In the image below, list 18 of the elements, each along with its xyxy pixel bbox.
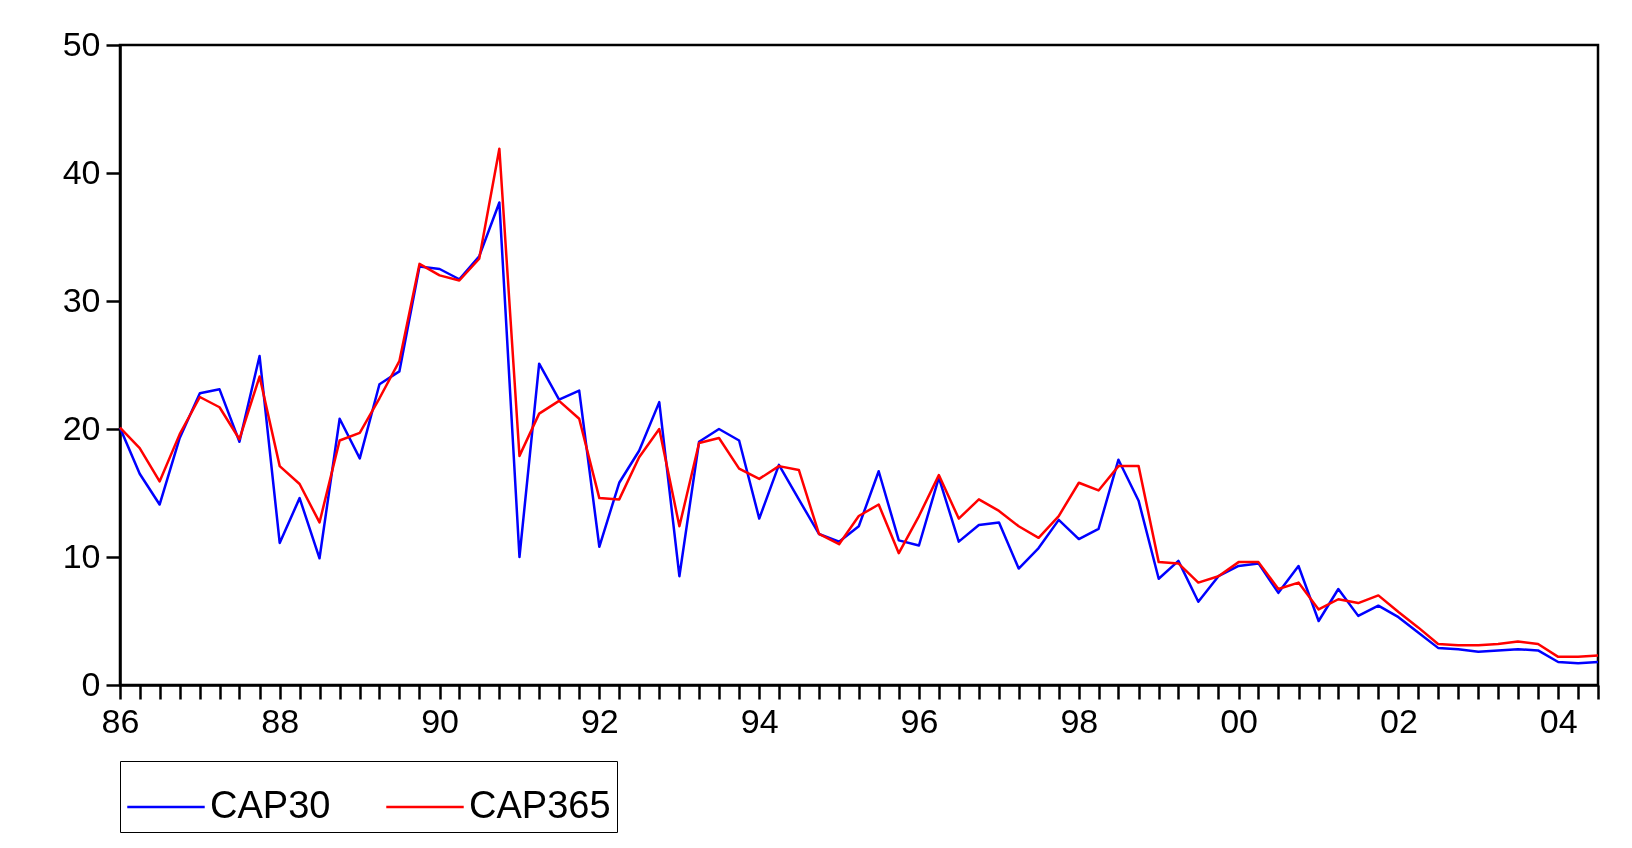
y-tick-label: 20 [62,408,101,447]
x-tick-label: 88 [261,701,300,740]
legend-label: CAP365 [469,784,611,826]
x-tick-label: 98 [1060,701,1099,740]
y-tick-label: 50 [62,24,101,63]
x-tick-label: 02 [1380,701,1418,740]
y-tick-label: 40 [62,152,101,191]
x-tick-label: 86 [101,701,140,740]
x-tick-label: 94 [740,701,779,740]
x-tick-label: 90 [421,701,460,740]
legend-label: CAP30 [210,784,331,826]
x-tick-label: 00 [1220,701,1258,740]
y-tick-label: 30 [62,280,101,319]
y-tick-label: 0 [81,664,101,703]
y-tick-label: 10 [62,536,101,575]
x-tick-label: 96 [900,701,939,740]
x-tick-label: 04 [1539,701,1578,740]
x-tick-label: 92 [580,701,619,740]
